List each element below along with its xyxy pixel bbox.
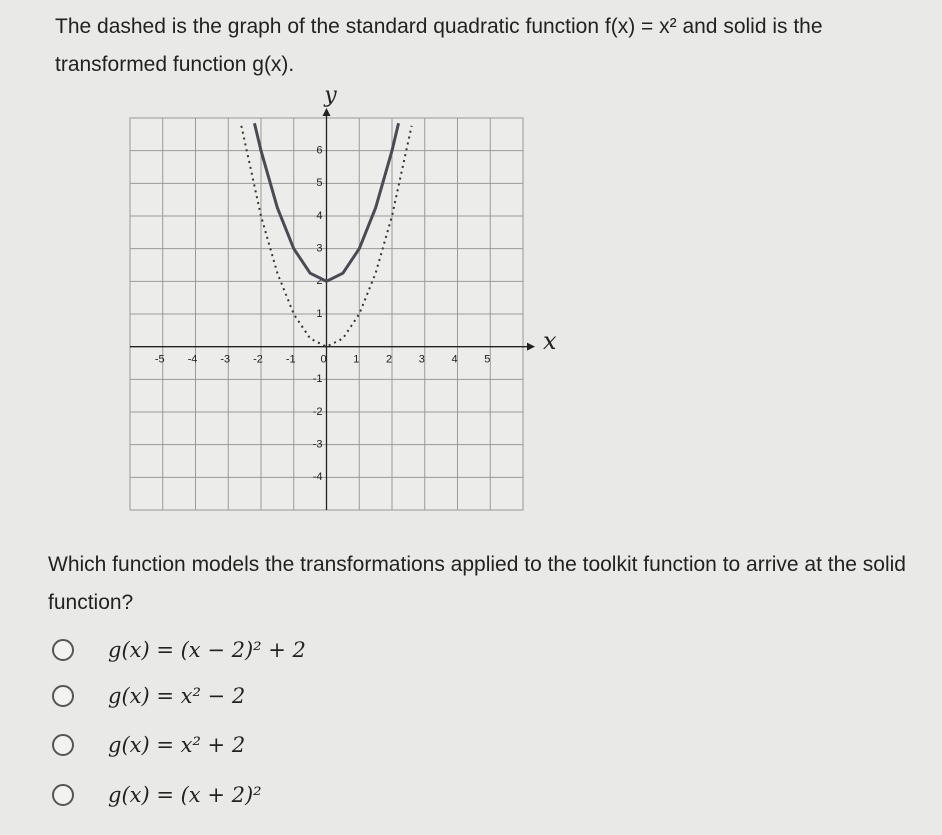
x-tick-label: -3 bbox=[220, 354, 230, 366]
y-tick-label: -3 bbox=[313, 439, 323, 451]
axis-arrow bbox=[527, 342, 535, 351]
radio-button[interactable] bbox=[52, 685, 74, 707]
x-tick-label: -1 bbox=[286, 354, 296, 366]
curve bbox=[240, 125, 413, 348]
option[interactable]: g(x) = (x + 2)² bbox=[52, 777, 262, 813]
curve bbox=[252, 122, 401, 283]
x-tick-label: 3 bbox=[419, 354, 425, 366]
axis-arrow bbox=[322, 108, 331, 116]
x-tick-label: 1 bbox=[353, 354, 359, 366]
plot-area bbox=[129, 117, 524, 511]
radio-button[interactable] bbox=[52, 639, 74, 661]
x-tick-label: 0 bbox=[320, 354, 326, 366]
y-tick-label: 4 bbox=[316, 210, 322, 222]
x-tick-label: 4 bbox=[451, 354, 457, 366]
radio-button[interactable] bbox=[52, 734, 74, 756]
radio-button[interactable] bbox=[52, 784, 74, 806]
x-axis-label: x bbox=[543, 327, 557, 355]
y-tick-label: -1 bbox=[313, 373, 323, 385]
option[interactable]: g(x) = (x − 2)² + 2 bbox=[52, 632, 306, 668]
x-tick-label: 2 bbox=[386, 354, 392, 366]
x-tick-label: -5 bbox=[155, 354, 165, 366]
x-tick-label: -4 bbox=[188, 354, 198, 366]
question: The dashed is the graph of the standard … bbox=[55, 15, 823, 76]
option[interactable]: g(x) = x² + 2 bbox=[52, 727, 245, 763]
prompt: Which function models the transformation… bbox=[48, 553, 906, 614]
y-tick-label: -4 bbox=[313, 471, 323, 483]
x-tick-label: 5 bbox=[484, 354, 490, 366]
y-tick-label: 5 bbox=[316, 177, 322, 189]
y-tick-label: -2 bbox=[313, 406, 323, 418]
y-tick-label: 6 bbox=[316, 145, 322, 157]
option-text[interactable]: g(x) = x² + 2 bbox=[108, 733, 246, 757]
x-tick-label: -2 bbox=[253, 354, 263, 366]
option-text[interactable]: g(x) = (x − 2)² + 2 bbox=[108, 638, 306, 662]
option[interactable]: g(x) = x² − 2 bbox=[52, 678, 245, 714]
option-text[interactable]: g(x) = x² − 2 bbox=[108, 684, 246, 708]
option-text[interactable]: g(x) = (x + 2)² bbox=[108, 783, 262, 807]
y-tick-label: 2 bbox=[316, 275, 322, 287]
y-tick-label: 1 bbox=[316, 308, 322, 320]
y-tick-label: 3 bbox=[316, 243, 322, 255]
y-axis-label: y bbox=[323, 83, 337, 108]
